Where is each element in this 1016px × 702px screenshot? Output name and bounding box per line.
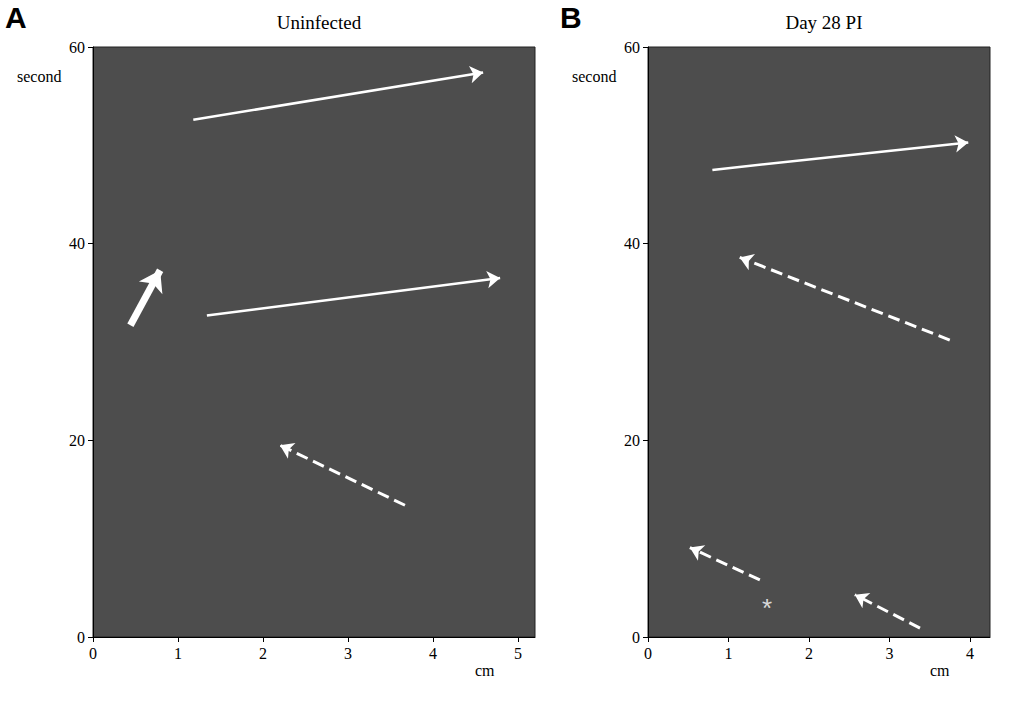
- svg-text:2: 2: [805, 645, 813, 662]
- svg-text:cm: cm: [930, 662, 950, 679]
- svg-text:second: second: [572, 68, 616, 85]
- svg-text:5: 5: [514, 645, 522, 662]
- svg-text:Uninfected: Uninfected: [277, 12, 362, 33]
- svg-text:3: 3: [885, 645, 893, 662]
- svg-text:1: 1: [174, 645, 182, 662]
- svg-text:*: *: [762, 593, 772, 623]
- svg-text:B: B: [560, 1, 582, 34]
- svg-text:20: 20: [69, 432, 85, 449]
- svg-text:3: 3: [344, 645, 352, 662]
- svg-text:A: A: [5, 1, 27, 34]
- svg-text:Day 28 PI: Day 28 PI: [785, 12, 862, 33]
- svg-text:second: second: [17, 68, 61, 85]
- svg-text:0: 0: [77, 629, 85, 646]
- svg-text:0: 0: [632, 629, 640, 646]
- svg-text:40: 40: [624, 235, 640, 252]
- svg-text:4: 4: [429, 645, 437, 662]
- svg-text:2: 2: [259, 645, 267, 662]
- svg-text:60: 60: [624, 39, 640, 56]
- svg-text:60: 60: [69, 39, 85, 56]
- svg-text:0: 0: [89, 645, 97, 662]
- svg-text:4: 4: [966, 645, 974, 662]
- svg-text:0: 0: [644, 645, 652, 662]
- svg-text:1: 1: [724, 645, 732, 662]
- svg-text:40: 40: [69, 235, 85, 252]
- svg-text:20: 20: [624, 432, 640, 449]
- svg-text:cm: cm: [475, 662, 495, 679]
